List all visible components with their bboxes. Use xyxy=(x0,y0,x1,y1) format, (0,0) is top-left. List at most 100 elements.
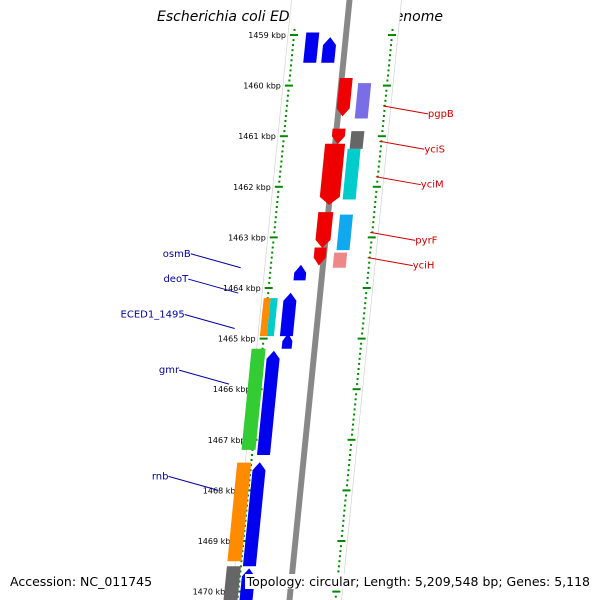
ruler-dot xyxy=(361,327,364,330)
ruler-dot xyxy=(358,357,361,360)
ruler-dot xyxy=(351,428,354,431)
ruler-dot xyxy=(371,226,374,229)
ruler-dot xyxy=(357,368,360,370)
ruler-dot xyxy=(268,276,271,279)
pgpB-block xyxy=(354,83,372,119)
gene-arrow-yciM xyxy=(319,143,346,205)
ruler-dot xyxy=(339,545,342,548)
ruler-dot xyxy=(238,575,241,578)
ruler-dot xyxy=(248,479,251,482)
leader-line xyxy=(382,105,429,115)
ruler-dot xyxy=(360,342,363,345)
ruler-dot xyxy=(276,195,279,198)
ruler-dot xyxy=(347,474,349,477)
ruler-dot xyxy=(354,398,357,401)
ruler-dot xyxy=(387,69,390,72)
tick-label: 1470 kbp xyxy=(193,588,231,597)
ruler-dot xyxy=(382,115,385,117)
gene-label-rnb: rnb xyxy=(152,471,169,482)
ruler-dot xyxy=(337,570,340,573)
ruler-dot xyxy=(372,216,375,219)
tick-label: 1461 kbp xyxy=(238,132,276,141)
ruler-dot xyxy=(383,109,386,112)
tick-label: 1467 kbp xyxy=(208,436,246,445)
gene-arrow-yciH xyxy=(313,247,327,266)
ruler-dot xyxy=(358,362,361,365)
ruler-dot xyxy=(278,180,281,183)
ruler-dot xyxy=(248,484,250,487)
ruler-dot xyxy=(341,529,344,532)
gene-label-pgpB: pgpB xyxy=(428,109,454,120)
ruler-dot xyxy=(284,115,287,117)
leader-line xyxy=(184,313,235,329)
ruler-dot xyxy=(338,560,341,563)
ruler-dot xyxy=(348,459,351,461)
ruler-dot xyxy=(349,454,351,456)
ruler-dot xyxy=(268,281,271,284)
ruler-dot xyxy=(359,347,362,350)
gene-arrow-ECED1_1495 xyxy=(281,333,293,349)
ruler-dot xyxy=(284,120,287,122)
tick-label: 1465 kbp xyxy=(218,335,256,344)
ruler-dot xyxy=(251,454,253,456)
yciM-block xyxy=(342,148,361,200)
ruler-dot xyxy=(287,89,290,92)
ruler-dot xyxy=(389,54,391,57)
ruler-dot xyxy=(381,125,384,128)
ruler-dot xyxy=(384,94,387,97)
ruler-dot xyxy=(277,190,280,193)
gene-arrow-deoT xyxy=(279,292,297,337)
ruler-dot xyxy=(362,317,365,320)
ruler-dot xyxy=(390,39,393,42)
deoT-block-2 xyxy=(266,298,278,337)
ruler-dot xyxy=(367,266,370,269)
ruler-dot xyxy=(280,155,283,158)
gene-arrow-small xyxy=(331,128,346,145)
tick-label: 1469 kbp xyxy=(198,537,236,546)
ruler-dot xyxy=(354,403,357,406)
ruler-dot xyxy=(359,352,362,355)
ruler-dot xyxy=(273,226,276,229)
gmr-block xyxy=(241,348,266,450)
ruler-dot xyxy=(270,256,273,259)
ruler-dot xyxy=(389,49,392,52)
ruler-dot xyxy=(366,281,369,284)
ruler-dot xyxy=(352,423,354,426)
ruler-dot xyxy=(386,79,389,82)
tick-label: 1460 kbp xyxy=(243,82,281,91)
gene-arrow-gmr xyxy=(257,350,280,455)
tick-label: 1463 kbp xyxy=(228,233,266,242)
ruler-dot xyxy=(334,595,337,598)
ruler-dot xyxy=(282,140,285,143)
ruler-dot xyxy=(238,580,241,583)
ruler-dot xyxy=(391,28,394,31)
gene-arrow-osmB xyxy=(293,264,307,281)
ruler-dot xyxy=(271,246,274,249)
ruler-dot xyxy=(384,99,387,102)
gene-label-yciH: yciH xyxy=(413,261,435,272)
ruler-dot xyxy=(281,150,284,153)
ruler-dot xyxy=(272,241,275,244)
gene-label-deoT: deoT xyxy=(163,274,189,285)
ruler-dot xyxy=(367,271,370,274)
ruler-dot xyxy=(351,433,353,436)
accession-text: Accession: NC_011745 xyxy=(8,574,155,589)
ruler-dot xyxy=(285,104,288,107)
ruler-dot xyxy=(269,271,272,274)
ruler-dot xyxy=(289,74,291,77)
ruler-dot xyxy=(249,469,252,472)
ruler-dot xyxy=(355,393,358,396)
ruler-dot xyxy=(368,261,371,264)
yciS-block xyxy=(349,131,365,149)
gene-label-yciS: yciS xyxy=(424,144,445,155)
ruler-dot xyxy=(375,190,378,193)
ruler-dot xyxy=(369,246,372,249)
ruler-dot xyxy=(378,160,381,163)
ruler-dot xyxy=(283,130,286,133)
gene-label-gmr: gmr xyxy=(159,365,180,376)
ruler-dot xyxy=(293,28,296,31)
gene-arrow-forward xyxy=(321,37,336,63)
tick-label: 1468 kbp xyxy=(203,486,241,495)
ruler-dot xyxy=(279,165,282,168)
ruler-dot xyxy=(372,221,375,224)
